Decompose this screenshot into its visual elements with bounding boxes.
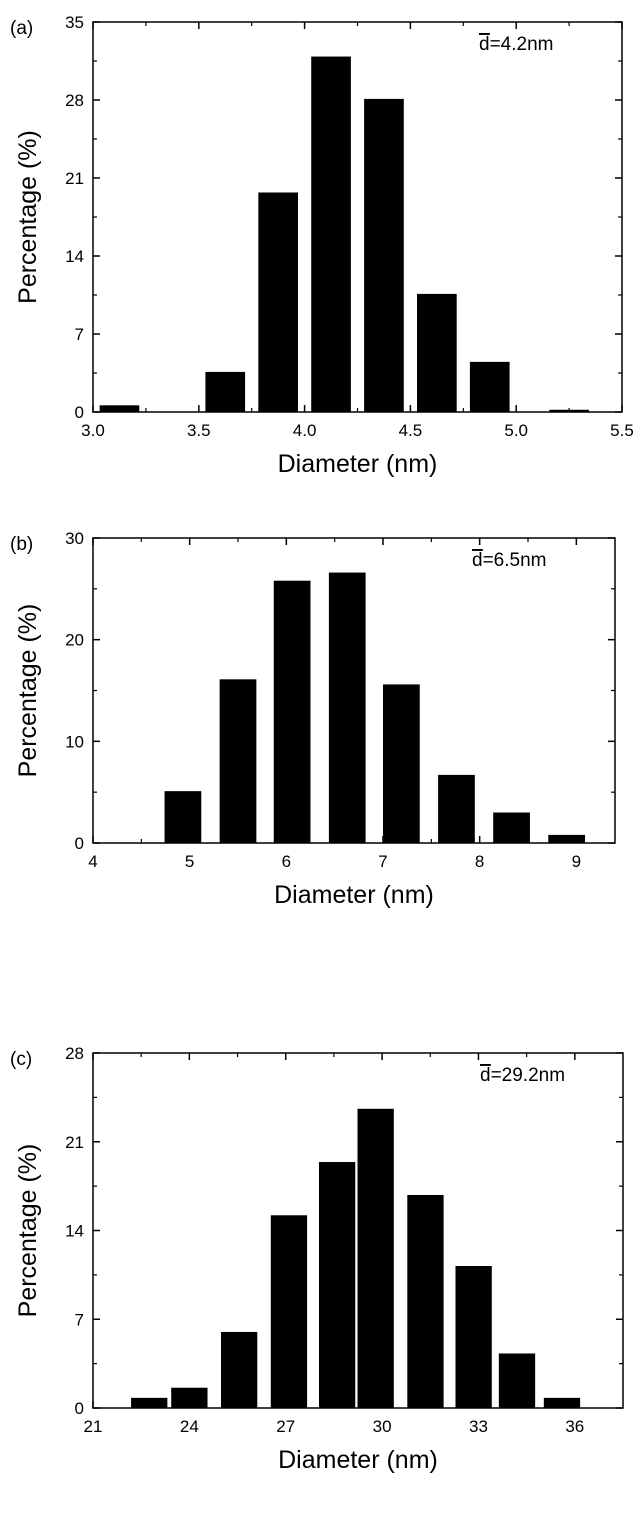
y-tick-label: 21	[65, 1133, 84, 1152]
mean-value: =4.2nm	[490, 34, 554, 55]
bar	[131, 1397, 168, 1408]
bar	[205, 371, 246, 412]
bar	[270, 1215, 308, 1408]
bar	[219, 679, 257, 843]
bar	[455, 1266, 492, 1408]
bar	[99, 405, 140, 412]
chart-panel-a: 3.0 3.5 4.0 4.5 5.0 5.5 0 7 14 21 28 35 Diameter (nm…	[10, 13, 634, 478]
bar	[493, 812, 530, 843]
bar	[543, 1397, 581, 1408]
y-axis-title: Percentage (%)	[14, 130, 42, 304]
bar	[258, 192, 298, 412]
mean-symbol: d	[472, 550, 483, 571]
y-tick-label: 14	[65, 247, 84, 266]
mean-diameter-annotation: d=4.2nm	[479, 34, 553, 55]
y-tick-label: 7	[75, 325, 84, 344]
bar	[164, 791, 202, 843]
y-tick-label: 28	[65, 91, 84, 110]
mean-diameter-annotation: d=6.5nm	[472, 550, 546, 571]
mean-symbol: d	[480, 1065, 491, 1086]
x-tick-label: 33	[469, 1417, 488, 1436]
bar	[357, 1108, 394, 1408]
x-tick-label: 30	[373, 1417, 392, 1436]
panel-label: (b)	[10, 534, 33, 555]
bar	[383, 684, 420, 843]
y-tick-label: 20	[65, 631, 84, 650]
x-tick-label: 9	[572, 852, 581, 871]
x-tick-label: 3.0	[81, 421, 105, 440]
bar	[438, 774, 475, 843]
x-tick-label: 8	[475, 852, 484, 871]
chart-panel-c: 21 24 27 30 33 36 0 7 14 21 28 Diameter (nm) Percent…	[10, 1044, 624, 1474]
x-tick-label: 4.0	[293, 421, 317, 440]
x-tick-label: 5.0	[504, 421, 528, 440]
panel-label: (c)	[10, 1049, 32, 1070]
bar	[407, 1195, 444, 1408]
mean-value: =29.2nm	[491, 1065, 565, 1086]
mean-value: =6.5nm	[483, 550, 547, 571]
x-tick-label: 5	[185, 852, 194, 871]
x-tick-label: 4	[88, 852, 97, 871]
x-tick-label: 7	[378, 852, 387, 871]
bar	[221, 1331, 258, 1408]
y-tick-label: 10	[65, 732, 84, 751]
bar	[417, 293, 457, 412]
bar	[318, 1162, 356, 1408]
plot-frame	[92, 21, 623, 413]
x-tick-label: 5.5	[610, 421, 634, 440]
mean-symbol: d	[479, 34, 490, 55]
x-tick-label: 3.5	[187, 421, 211, 440]
x-tick-label: 24	[180, 1417, 199, 1436]
x-tick-label: 4.5	[399, 421, 423, 440]
x-tick-label: 27	[276, 1417, 295, 1436]
y-tick-label: 14	[65, 1222, 84, 1241]
panel-label: (a)	[10, 18, 33, 39]
x-tick-label: 21	[84, 1417, 103, 1436]
bar	[364, 98, 404, 412]
bar	[311, 56, 351, 413]
chart-panel-b: 4 5 6 7 8 9 0 10 20 30 Diameter (nm) Percentage (%)…	[10, 529, 616, 909]
x-tick-label: 36	[565, 1417, 584, 1436]
y-axis-title: Percentage (%)	[14, 1144, 42, 1318]
y-tick-label: 7	[75, 1310, 84, 1329]
bar	[171, 1387, 208, 1408]
y-axis-title: Percentage (%)	[14, 604, 42, 778]
y-tick-label: 0	[75, 834, 84, 853]
x-axis-title: Diameter (nm)	[278, 450, 438, 478]
y-tick-label: 28	[65, 1044, 84, 1063]
y-tick-label: 30	[65, 529, 84, 548]
bar	[498, 1353, 536, 1408]
mean-diameter-annotation: d=29.2nm	[480, 1065, 565, 1086]
x-tick-label: 6	[282, 852, 291, 871]
y-tick-label: 21	[65, 169, 84, 188]
y-tick-label: 35	[65, 13, 84, 32]
bar	[469, 361, 510, 412]
y-tick-label: 0	[75, 403, 84, 422]
bar	[328, 572, 366, 843]
bar	[273, 580, 311, 843]
y-tick-label: 0	[75, 1399, 84, 1418]
x-axis-title: Diameter (nm)	[278, 1446, 438, 1474]
bar	[548, 834, 586, 843]
x-axis-title: Diameter (nm)	[274, 881, 434, 909]
